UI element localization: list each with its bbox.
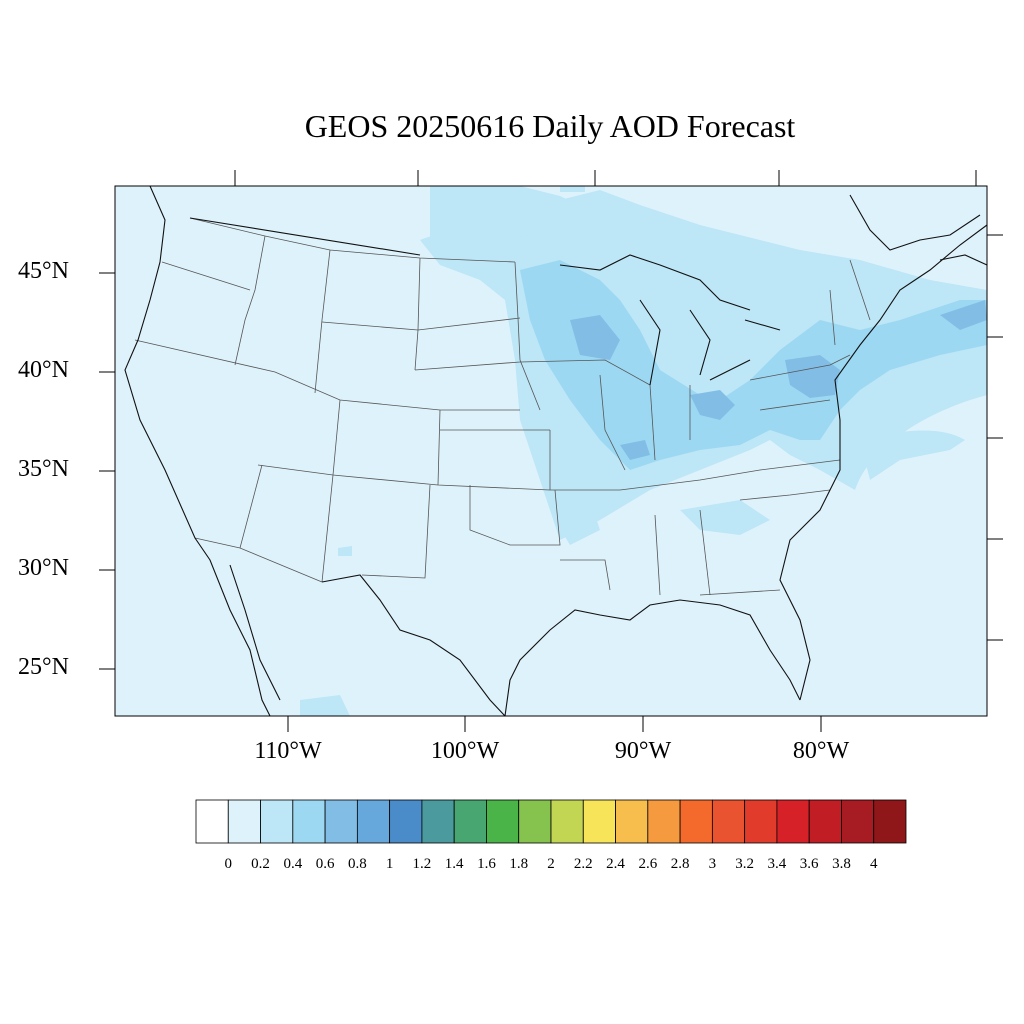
- lon-label-80w: 80°W: [792, 738, 850, 764]
- colorbar-swatch: [292, 799, 326, 844]
- colorbar-swatch: [356, 799, 391, 844]
- colorbar-tick-label: 2.6: [638, 856, 658, 872]
- colorbar-tick-label: 2: [547, 856, 555, 872]
- lat-label-45n: 45°N: [18, 258, 69, 284]
- colorbar-swatch: [195, 799, 229, 844]
- colorbar-tick-label: 1.6: [477, 856, 496, 872]
- colorbar-tick-label: 4: [869, 856, 878, 872]
- colorbar-tick-label: 0.2: [251, 856, 270, 872]
- colorbar-swatch: [486, 799, 520, 844]
- colorbar-swatch: [582, 799, 616, 844]
- colorbar-swatch: [453, 799, 487, 844]
- colorbar-swatch: [389, 799, 423, 844]
- lat-label-30n: 30°N: [18, 555, 69, 581]
- colorbar-swatch: [615, 799, 649, 844]
- colorbar-tick-label: 1.4: [444, 856, 464, 872]
- colorbar-tick-label: 0: [224, 856, 233, 872]
- colorbar-swatch: [647, 799, 681, 844]
- colorbar-tick-label: 0.8: [347, 856, 367, 872]
- colorbar: [195, 799, 907, 844]
- colorbar-swatch: [421, 799, 455, 844]
- colorbar-tick-label: 1: [385, 856, 394, 872]
- map-title: GEOS 20250616 Daily AOD Forecast: [304, 108, 796, 144]
- colorbar-tick-label: 2.8: [670, 856, 690, 872]
- colorbar-tick-label: 1.8: [509, 856, 529, 872]
- colorbar-swatch: [227, 799, 261, 844]
- colorbar-tick-label: 3.8: [832, 856, 851, 872]
- colorbar-swatch: [711, 799, 746, 844]
- lon-label-100w: 100°W: [430, 738, 500, 764]
- colorbar-tick-label: 3.4: [767, 856, 787, 872]
- colorbar-swatch: [550, 799, 584, 844]
- state-boundaries: [134, 217, 871, 596]
- lat-label-35n: 35°N: [18, 456, 69, 482]
- colorbar-tick-label: 0.4: [283, 856, 303, 872]
- colorbar-tick-label: 2.4: [606, 856, 625, 872]
- colorbar-tick-label: 0.6: [315, 856, 335, 872]
- colorbar-tick-label: 2.2: [573, 856, 593, 872]
- colorbar-tick-label: 3: [708, 856, 717, 872]
- colorbar-tick-label: 3.6: [799, 856, 819, 872]
- colorbar-swatch: [324, 799, 358, 844]
- aod-plume-shading: [300, 186, 987, 716]
- map-frame: [114, 185, 988, 717]
- colorbar-swatch: [841, 799, 875, 844]
- colorbar-swatch: [518, 799, 552, 844]
- axis-ticks: [99, 170, 1003, 732]
- colorbar-swatch: [808, 799, 842, 844]
- colorbar-swatch: [873, 799, 907, 844]
- lon-label-110w: 110°W: [254, 738, 322, 764]
- lat-label-25n: 25°N: [18, 654, 69, 680]
- lon-label-90w: 90°W: [614, 738, 672, 764]
- coastlines: [124, 185, 988, 717]
- colorbar-swatch: [260, 799, 294, 844]
- colorbar-swatch: [744, 799, 778, 844]
- colorbar-swatch: [776, 799, 810, 844]
- colorbar-tick-label: 1.2: [412, 856, 432, 872]
- colorbar-swatch: [679, 799, 713, 844]
- lat-label-40n: 40°N: [18, 357, 69, 383]
- colorbar-tick-label: 3.2: [735, 856, 754, 872]
